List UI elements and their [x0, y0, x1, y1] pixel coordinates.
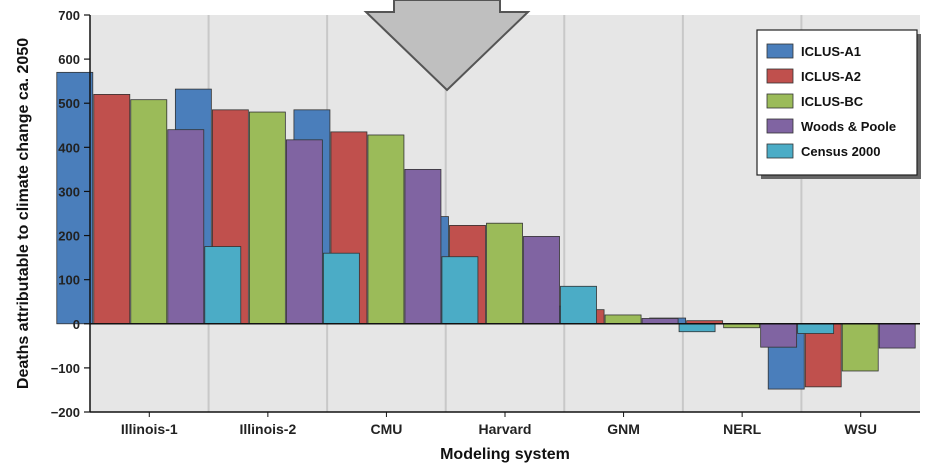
legend-swatch	[766, 43, 794, 59]
y-tick-label: 700	[58, 8, 80, 23]
legend-swatch	[766, 118, 794, 134]
x-tick-label: Harvard	[479, 421, 532, 437]
x-tick-label: GNM	[607, 421, 640, 437]
bar	[167, 129, 205, 325]
x-tick-label: CMU	[370, 421, 402, 437]
bar	[878, 323, 916, 349]
legend-swatch	[766, 143, 794, 159]
bar	[130, 99, 168, 325]
y-axis-title: Deaths attributable to climate change ca…	[15, 38, 32, 389]
y-tick-label: 300	[58, 184, 80, 199]
y-tick-label: 400	[58, 140, 80, 155]
legend-label: ICLUS-A2	[801, 69, 861, 84]
legend-label: Woods & Poole	[801, 119, 896, 134]
bar	[841, 323, 879, 372]
x-axis: Illinois-1 Illinois-2 CMU Harvard GNM NERL WSU	[90, 411, 920, 437]
legend-label: Census 2000	[801, 144, 881, 159]
y-tick-label: −100	[51, 361, 80, 376]
bar	[523, 236, 560, 325]
bar	[285, 139, 323, 325]
y-tick-label: 200	[58, 229, 80, 244]
legend-swatch	[766, 68, 794, 84]
bar	[760, 323, 798, 348]
bar	[56, 71, 94, 325]
bar	[404, 168, 442, 325]
bar	[560, 285, 597, 325]
bar	[93, 94, 131, 325]
bar	[604, 314, 642, 325]
bar	[204, 246, 242, 325]
x-tick-label: NERL	[723, 421, 762, 437]
y-axis: −200 −100 0 100 200 300 400 500 600 700	[51, 8, 91, 420]
bar	[248, 111, 286, 325]
legend-label: ICLUS-A1	[801, 44, 861, 59]
bar	[441, 256, 479, 325]
y-tick-label: 600	[58, 52, 80, 67]
legend: ICLUS-A1 ICLUS-A2 ICLUS-BC Woods & Poole Cen…	[756, 29, 921, 179]
x-tick-label: WSU	[844, 421, 877, 437]
bar	[367, 134, 405, 325]
y-tick-label: 500	[58, 96, 80, 111]
bar	[486, 222, 523, 325]
x-tick-label: Illinois-2	[239, 421, 296, 437]
bar	[797, 323, 835, 334]
down-arrow-icon	[363, 0, 531, 92]
bar	[804, 323, 842, 388]
y-tick-label: 100	[58, 273, 80, 288]
legend-label: ICLUS-BC	[801, 94, 864, 109]
y-tick-label: −200	[51, 405, 80, 420]
x-tick-label: Illinois-1	[121, 421, 178, 437]
y-tick-label: 0	[73, 317, 80, 332]
bars	[56, 71, 916, 390]
bar	[678, 323, 716, 333]
x-axis-title: Modeling system	[440, 446, 570, 463]
bar	[641, 318, 679, 325]
legend-swatch	[766, 93, 794, 109]
bar	[322, 252, 360, 325]
